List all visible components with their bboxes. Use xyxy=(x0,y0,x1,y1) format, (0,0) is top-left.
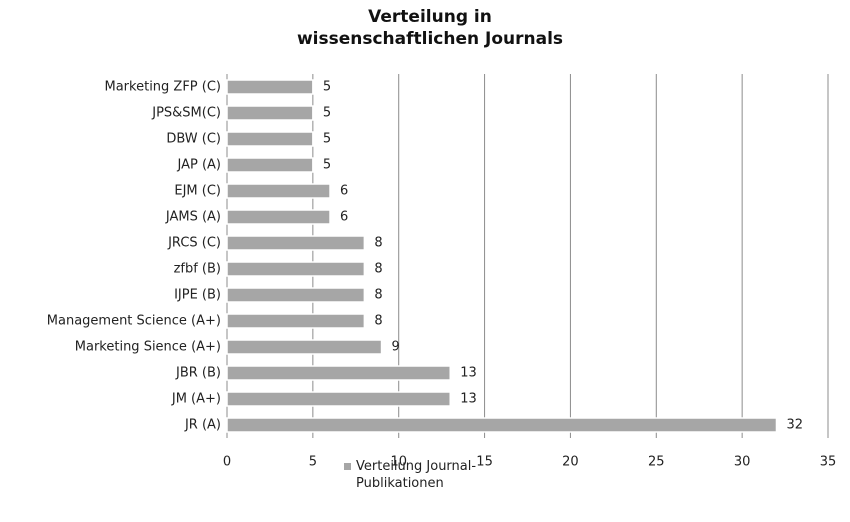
x-tick-label: 25 xyxy=(648,455,665,470)
y-tick-label: JRCS (C) xyxy=(167,236,221,251)
chart-title: Verteilung in wissenschaftlichen Journal… xyxy=(296,7,564,49)
bar xyxy=(226,417,778,433)
bar xyxy=(226,235,366,251)
bar xyxy=(226,157,314,173)
y-tick-label: IJPE (B) xyxy=(174,288,221,303)
y-tick-label: Marketing Sience (A+) xyxy=(75,340,221,355)
value-label: 8 xyxy=(374,314,382,329)
value-label: 8 xyxy=(374,236,382,251)
value-label: 5 xyxy=(323,132,331,147)
x-tick-label: 5 xyxy=(309,455,317,470)
legend: Verteilung Journal-Publikationen xyxy=(344,458,494,492)
legend-label: Verteilung Journal-Publikationen xyxy=(356,459,477,491)
y-tick-label: Management Science (A+) xyxy=(47,314,221,329)
bar xyxy=(226,339,383,355)
y-tick-label: EJM (C) xyxy=(174,184,221,199)
y-tick-label: zfbf (B) xyxy=(174,262,221,277)
value-label: 5 xyxy=(323,106,331,121)
y-tick-label: DBW (C) xyxy=(166,132,221,147)
bar xyxy=(226,183,331,199)
value-label: 32 xyxy=(786,418,803,433)
y-tick-label: Marketing ZFP (C) xyxy=(105,80,222,95)
value-label: 5 xyxy=(323,80,331,95)
bar xyxy=(226,391,451,407)
value-label: 8 xyxy=(374,262,382,277)
y-tick-label: JM (A+) xyxy=(171,392,221,407)
y-tick-label: JAMS (A) xyxy=(165,210,221,225)
x-tick-label: 35 xyxy=(820,455,837,470)
bar xyxy=(226,79,314,95)
value-label: 5 xyxy=(323,158,331,173)
bar xyxy=(226,131,314,147)
value-label: 6 xyxy=(340,210,348,225)
value-label: 9 xyxy=(392,340,400,355)
value-label: 6 xyxy=(340,184,348,199)
bar xyxy=(226,105,314,121)
x-tick-label: 20 xyxy=(562,455,579,470)
bar xyxy=(226,209,331,225)
x-tick-label: 15 xyxy=(476,455,493,470)
value-label: 8 xyxy=(374,288,382,303)
legend-key xyxy=(344,463,351,470)
value-label: 13 xyxy=(460,366,477,381)
bar xyxy=(226,261,366,277)
x-tick-label: 10 xyxy=(390,455,407,470)
x-tick-label: 30 xyxy=(734,455,751,470)
y-tick-label: JPS&SM(C) xyxy=(151,106,221,121)
bar xyxy=(226,365,451,381)
y-tick-label: JBR (B) xyxy=(175,366,221,381)
y-tick-label: JR (A) xyxy=(184,418,221,433)
y-tick-label: JAP (A) xyxy=(176,158,221,173)
value-label: 13 xyxy=(460,392,477,407)
bar xyxy=(226,313,366,329)
x-tick-label: 0 xyxy=(223,455,231,470)
bar xyxy=(226,287,366,303)
